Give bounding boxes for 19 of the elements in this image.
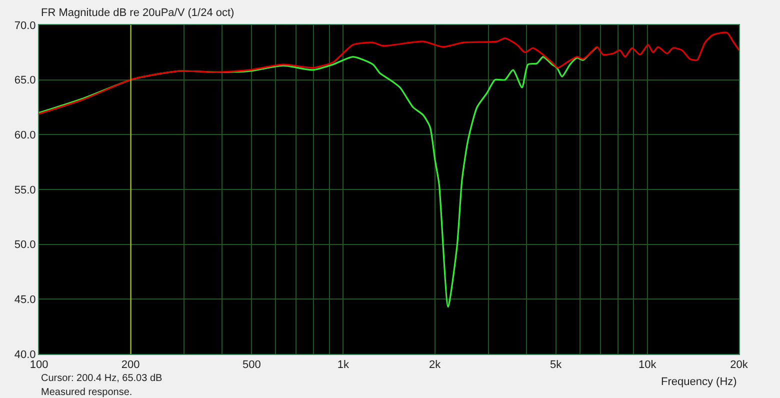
x-tick-label: 10k [638,359,657,372]
x-tick-label: 200 [121,359,140,372]
x-tick-label: 500 [242,359,261,372]
y-tick-label: 70.0 [14,20,36,32]
x-tick-label: 2k [428,359,442,372]
y-tick-label: 45.0 [14,294,36,306]
text: Cursor: 200.4 Hz, 65.03 dB [41,373,163,384]
x-axis-title: Frequency (Hz) [661,376,737,388]
y-tick-label: 40.0 [14,348,36,361]
y-tick-label: 55.0 [14,184,36,196]
y-tick-label: 50.0 [14,239,36,252]
x-tick-label: 20k [730,359,748,372]
y-tick-label: 65.0 [14,74,36,87]
x-tick-label: 5k [550,359,562,372]
x-tick-label: 1k [337,359,350,372]
chart-title: FR Magnitude dB re 20uPa/V (1/24 oct) [41,7,234,19]
x-tick-label: 100 [30,359,48,372]
y-tick-label: 60.0 [14,130,36,142]
text: Measured response. [41,387,132,398]
